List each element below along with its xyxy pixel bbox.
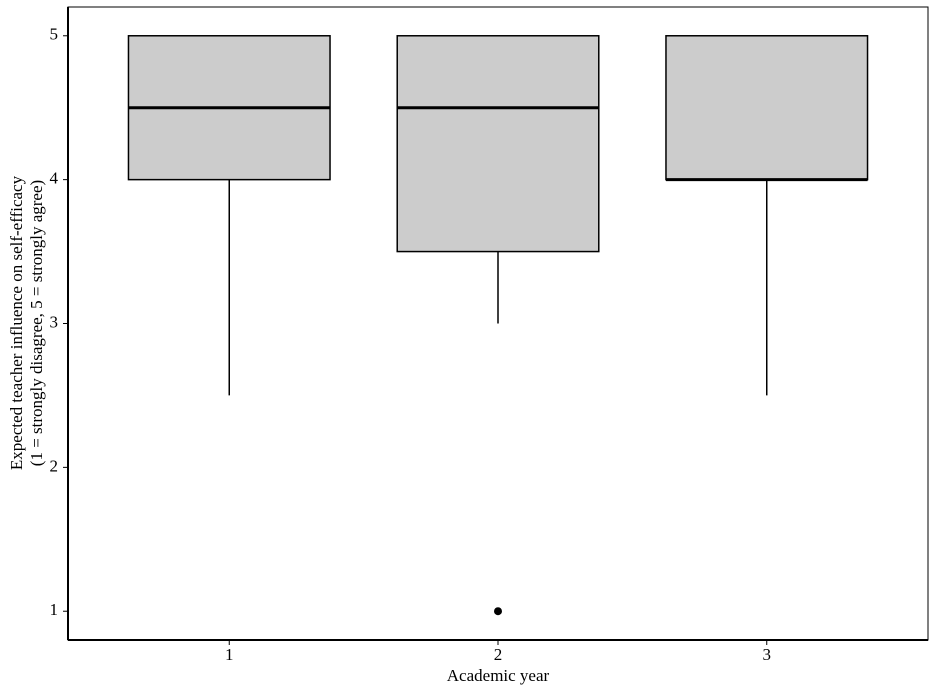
x-tick-label: 3	[763, 645, 772, 664]
y-tick-label: 4	[50, 169, 59, 188]
x-tick-label: 1	[225, 645, 234, 664]
y-axis-label: Expected teacher influence on self-effic…	[7, 175, 26, 470]
y-tick-label: 5	[50, 25, 59, 44]
y-tick-label: 1	[50, 600, 59, 619]
y-axis-label: (1 = strongly disagree, 5 = strongly agr…	[27, 180, 46, 466]
outlier	[494, 607, 502, 616]
box	[396, 35, 600, 253]
x-axis-label: Academic year	[447, 666, 550, 685]
y-tick-label: 2	[50, 456, 59, 475]
x-tick-label: 2	[494, 645, 503, 664]
box	[665, 35, 869, 181]
y-tick-label: 3	[50, 312, 59, 331]
